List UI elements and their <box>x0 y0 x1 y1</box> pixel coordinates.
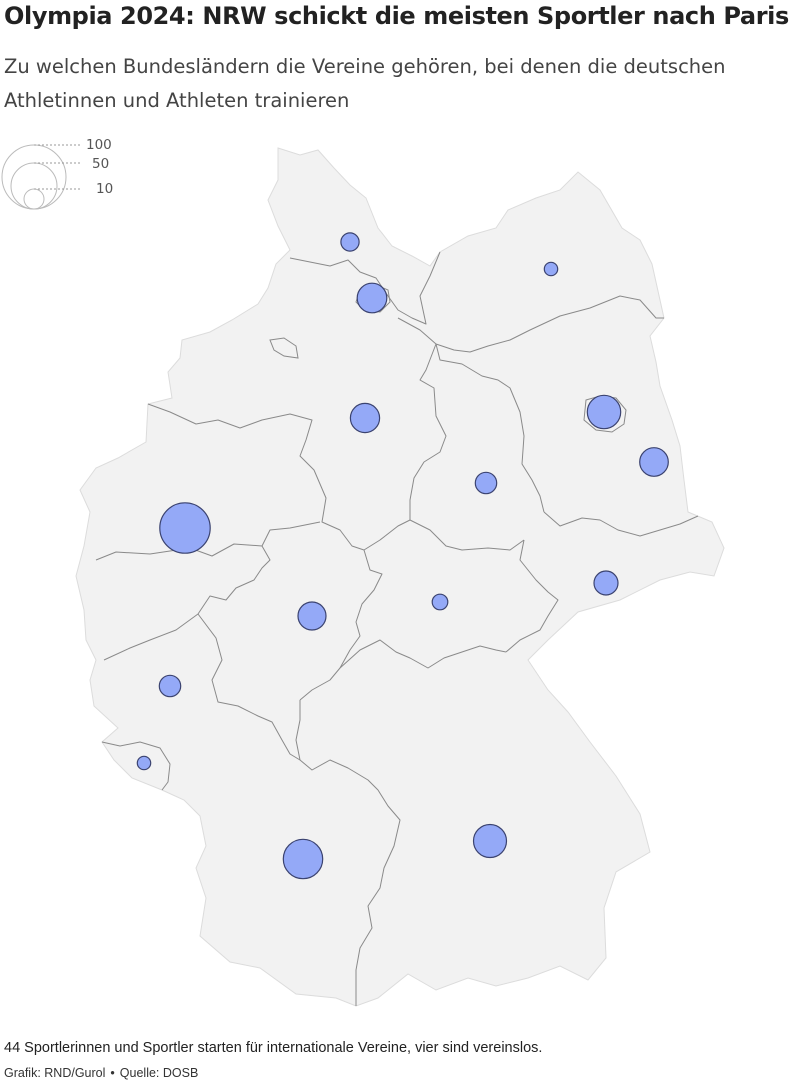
footnote: 44 Sportlerinnen und Sportler starten fü… <box>4 1040 543 1056</box>
bubble-schleswig-holstein[interactable] <box>340 232 360 252</box>
chart-title: Olympia 2024: NRW schickt die meisten Sp… <box>4 2 789 30</box>
bubble-nordrhein-westfalen[interactable] <box>159 502 211 554</box>
bubble-thueringen[interactable] <box>431 593 449 611</box>
bubble-baden-wuerttemberg[interactable] <box>282 838 324 880</box>
bubble-niedersachsen[interactable] <box>349 402 381 434</box>
legend-label-10: 10 <box>96 181 113 197</box>
legend-label-100: 100 <box>86 137 112 153</box>
bubble-layer <box>136 232 669 880</box>
bubble-mecklenburg-vorpommern[interactable] <box>543 261 559 277</box>
credit-line: Grafik: RND/Gurol • Quelle: DOSB <box>4 1066 198 1080</box>
bubble-saarland[interactable] <box>136 755 152 771</box>
bubble-sachsen-anhalt[interactable] <box>474 471 498 495</box>
bubble-berlin[interactable] <box>586 394 622 430</box>
credit-separator: • <box>110 1066 115 1080</box>
bubble-rheinland-pfalz[interactable] <box>158 674 182 698</box>
bubble-sachsen[interactable] <box>593 570 619 596</box>
legend-circle-100 <box>1 144 67 210</box>
bubble-bayern[interactable] <box>472 823 508 859</box>
legend-circle-50 <box>10 162 58 210</box>
bubble-brandenburg[interactable] <box>639 447 669 477</box>
chart-subtitle: Zu welchen Bundesländern die Vereine geh… <box>4 55 726 112</box>
source-credit: Quelle: DOSB <box>119 1066 199 1080</box>
legend-label-50: 50 <box>92 156 109 172</box>
bubble-hessen[interactable] <box>297 601 327 631</box>
state-borders <box>95 251 699 1006</box>
bubble-hamburg[interactable] <box>356 282 388 314</box>
size-legend: 100 50 10 <box>1 137 113 210</box>
germany-land <box>75 147 725 1007</box>
graphic-credit: Grafik: RND/Gurol <box>4 1066 106 1080</box>
legend-circle-10 <box>23 188 45 210</box>
